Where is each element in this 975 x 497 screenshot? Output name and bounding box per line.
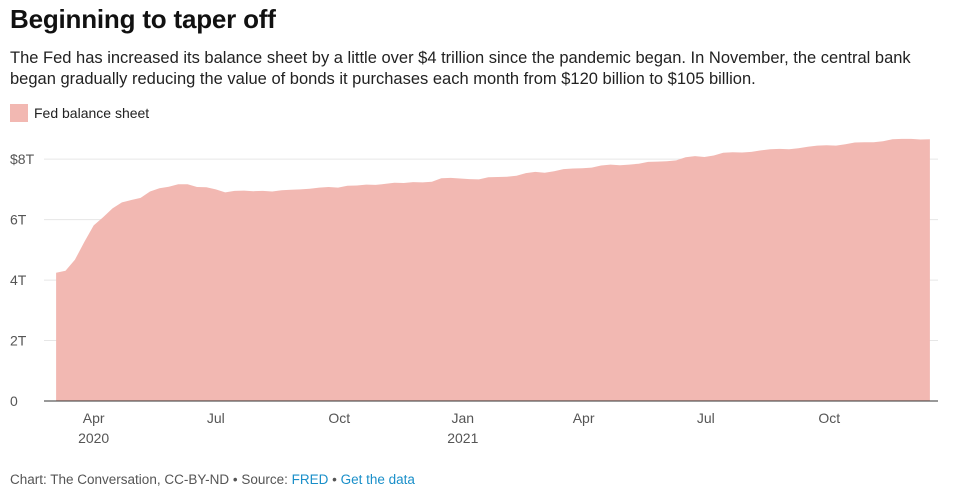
x-tick-label: Jul (207, 410, 225, 426)
y-tick-label: 2T (10, 333, 27, 349)
x-tick-label: Apr (573, 410, 595, 426)
x-tick-label: Oct (328, 410, 350, 426)
area-chart: 0 2T 4T 6T $8T Apr 2020 Jul Oct Jan 2021 Apr Jul Oct (10, 138, 938, 446)
legend: Fed balance sheet (10, 104, 149, 122)
footer-credit: Chart: The Conversation, CC-BY-ND • Sour… (10, 472, 292, 487)
series-area-fed-balance-sheet (56, 138, 930, 401)
chart-footer: Chart: The Conversation, CC-BY-ND • Sour… (10, 472, 415, 487)
x-tick-year-label: 2021 (447, 430, 478, 446)
legend-swatch (10, 104, 28, 122)
y-tick-label: 4T (10, 272, 27, 288)
y-tick-label: $8T (10, 151, 35, 167)
chart-title: Beginning to taper off (10, 4, 276, 34)
x-tick-label: Apr (83, 410, 105, 426)
y-tick-label: 6T (10, 212, 27, 228)
x-tick-year-label: 2020 (78, 430, 109, 446)
x-tick-label: Jul (697, 410, 715, 426)
get-data-link[interactable]: Get the data (340, 472, 415, 487)
legend-label: Fed balance sheet (34, 105, 150, 121)
chart-subtitle: The Fed has increased its balance sheet … (10, 49, 911, 88)
x-tick-label: Jan (452, 410, 475, 426)
footer-separator: • (328, 472, 341, 487)
y-tick-label: 0 (10, 393, 18, 409)
axes: 0 2T 4T 6T $8T Apr 2020 Jul Oct Jan 2021 Apr Jul Oct (10, 151, 938, 446)
area-layer (56, 138, 930, 401)
x-tick-label: Oct (818, 410, 840, 426)
source-link[interactable]: FRED (291, 472, 329, 487)
